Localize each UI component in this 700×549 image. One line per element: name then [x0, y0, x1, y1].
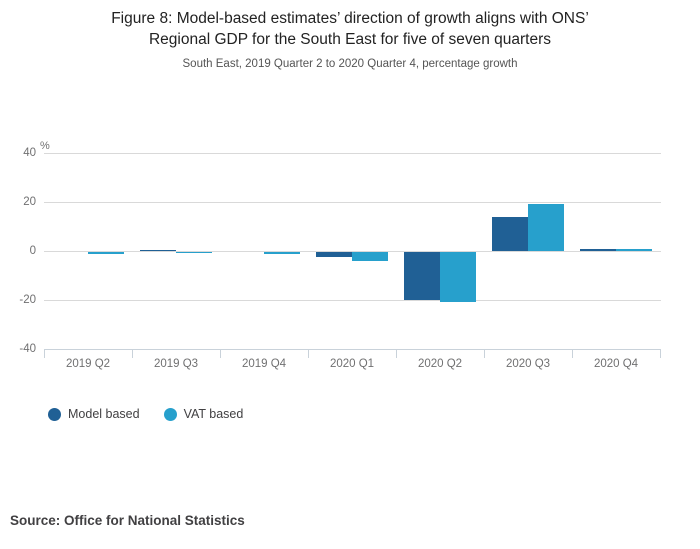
bar-vat-based-2020-q4 — [616, 248, 652, 251]
y-axis-unit-label: % — [40, 140, 50, 152]
x-tick-mark — [132, 349, 133, 358]
bar-model-based-2020-q2 — [404, 252, 440, 300]
legend-item-model-based: Model based — [48, 407, 140, 421]
gridline--40 — [44, 348, 661, 350]
bar-vat-based-2019-q3 — [176, 252, 212, 253]
x-tick-mark — [484, 349, 485, 358]
x-tick-mark — [220, 349, 221, 358]
chart-plot: % 40 20 0 -20 -40 2019 Q2 2019 Q3 2019 Q4 2020 Q… — [0, 140, 700, 385]
bar-vat-based-2020-q3 — [528, 204, 564, 251]
x-tick-mark — [44, 349, 45, 358]
source-text: Source: Office for National Statistics — [10, 513, 245, 528]
bar-model-based-2020-q1 — [316, 252, 352, 257]
legend-item-vat-based: VAT based — [163, 407, 244, 421]
legend-swatch-icon — [163, 407, 177, 421]
legend-label: VAT based — [183, 407, 244, 421]
x-tick-label: 2020 Q3 — [505, 357, 551, 370]
y-tick-label: -20 — [19, 293, 36, 306]
legend-label: Model based — [68, 407, 140, 421]
y-tick-label: -40 — [19, 342, 36, 355]
x-tick-label: 2020 Q2 — [417, 357, 463, 370]
chart-legend: Model based VAT based — [48, 407, 243, 421]
bar-model-based-2019-q3 — [140, 250, 176, 252]
x-tick-label: 2020 Q1 — [329, 357, 375, 370]
bar-model-based-2020-q4 — [580, 248, 616, 251]
y-tick-label: 20 — [23, 196, 36, 209]
y-tick-label: 40 — [23, 147, 36, 160]
bar-vat-based-2020-q1 — [352, 252, 388, 262]
x-tick-label: 2019 Q2 — [65, 357, 111, 370]
x-tick-mark — [396, 349, 397, 358]
x-tick-mark — [572, 349, 573, 358]
bar-vat-based-2019-q4 — [264, 252, 300, 255]
bar-model-based-2020-q3 — [492, 216, 528, 251]
bar-vat-based-2019-q2 — [88, 252, 124, 255]
gridline-40 — [44, 153, 661, 155]
gridline--20 — [44, 299, 661, 301]
x-tick-label: 2020 Q4 — [593, 357, 639, 370]
chart-subtitle: South East, 2019 Quarter 2 to 2020 Quart… — [182, 58, 518, 70]
gridline-0 — [44, 251, 661, 252]
x-tick-label: 2019 Q4 — [241, 357, 287, 370]
x-tick-mark — [308, 349, 309, 358]
x-tick-label: 2019 Q3 — [153, 357, 199, 370]
legend-swatch-icon — [48, 407, 61, 421]
chart-title: Figure 8: Model-based estimates’ directi… — [111, 10, 589, 48]
y-tick-label: 0 — [29, 245, 36, 257]
x-tick-mark — [660, 349, 661, 358]
bar-vat-based-2020-q2 — [440, 252, 476, 303]
gridline-20 — [44, 202, 661, 204]
